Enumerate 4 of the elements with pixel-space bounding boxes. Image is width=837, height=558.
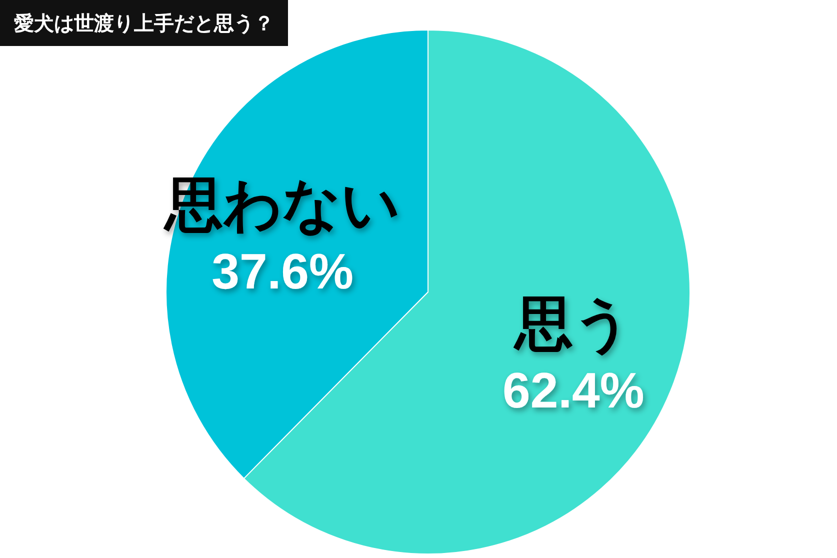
chart-title: 愛犬は世渡り上手だと思う？: [14, 11, 274, 35]
data-label: 62.4%: [502, 362, 644, 419]
data-label: 37.6%: [212, 243, 354, 300]
slice-label: 思う: [512, 290, 632, 358]
